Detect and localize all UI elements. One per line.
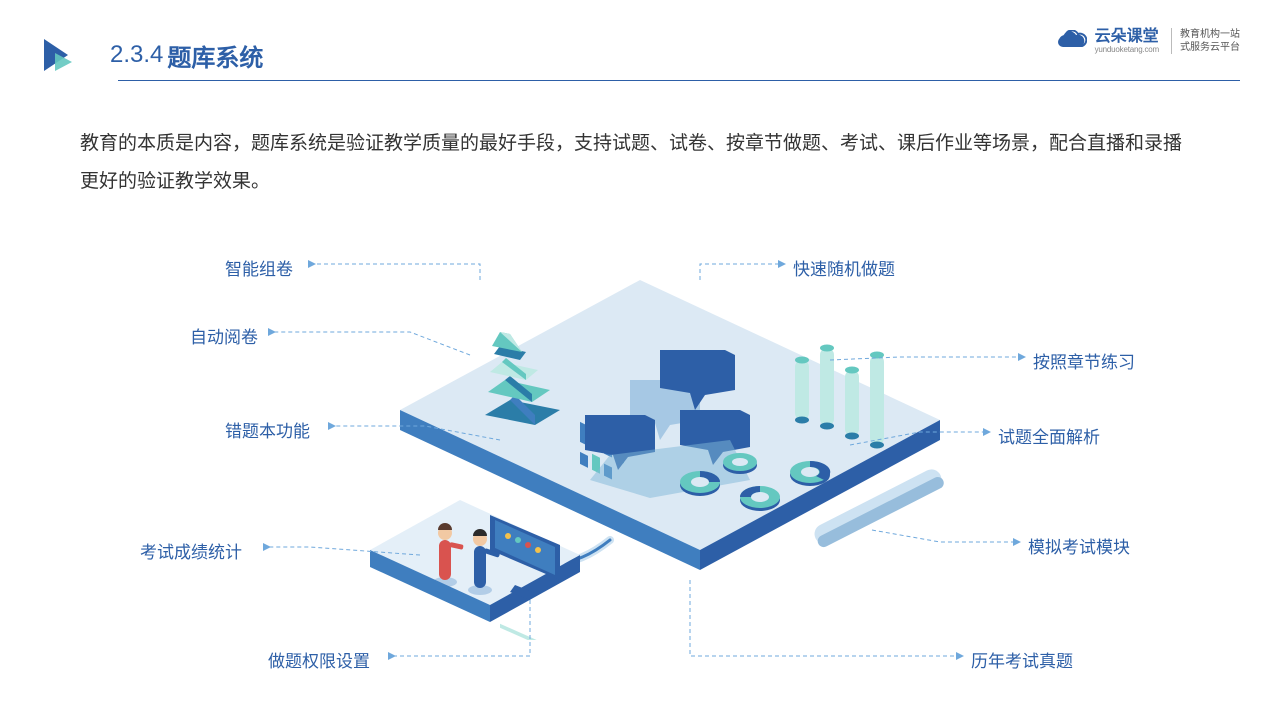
feature-infographic: 智能组卷 自动阅卷 错题本功能 考试成绩统计 做题权限设置 快速随机做题 按照章… [0, 230, 1280, 660]
feature-label: 试题全面解析 [998, 423, 1100, 448]
feature-label: 自动阅卷 [190, 323, 258, 348]
logo-domain: yunduoketang.com [1095, 46, 1159, 55]
feature-label: 智能组卷 [225, 255, 293, 280]
feature-label: 快速随机做题 [793, 255, 895, 280]
section-title: 题库系统 [167, 38, 263, 73]
feature-label: 做题权限设置 [268, 647, 370, 672]
feature-label: 历年考试真题 [971, 647, 1073, 672]
feature-label: 考试成绩统计 [140, 538, 242, 563]
play-icon [40, 35, 80, 75]
isometric-illustration [330, 240, 950, 640]
feature-label: 模拟考试模块 [1028, 533, 1130, 558]
cloud-icon [1057, 30, 1087, 52]
title-underline [118, 80, 1240, 81]
feature-label: 按照章节练习 [1033, 348, 1135, 373]
logo-tagline: 教育机构一站 式服务云平台 [1171, 28, 1240, 54]
slide-description: 教育的本质是内容，题库系统是验证教学质量的最好手段，支持试题、试卷、按章节做题、… [80, 125, 1200, 201]
brand-logo: 云朵课堂 yunduoketang.com 教育机构一站 式服务云平台 [1057, 28, 1240, 54]
feature-label: 错题本功能 [225, 417, 310, 442]
logo-brand: 云朵课堂 [1095, 28, 1159, 46]
section-number: 2.3.4 [110, 41, 163, 69]
